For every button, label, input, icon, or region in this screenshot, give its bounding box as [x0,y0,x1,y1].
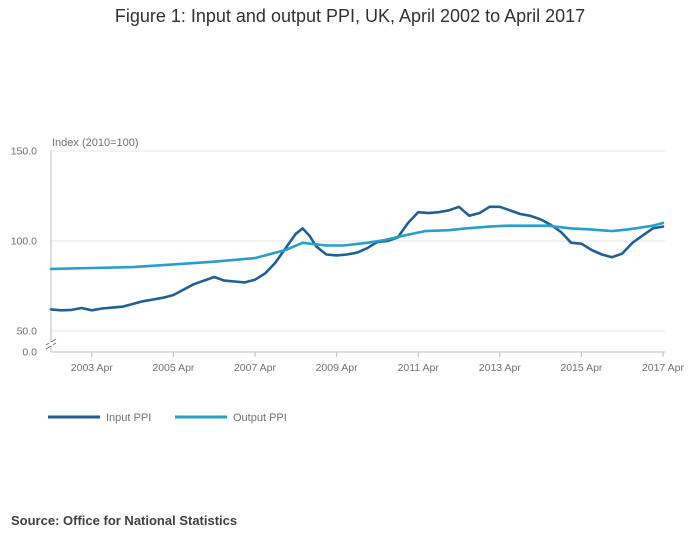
x-tick-label: 2013 Apr [479,362,522,374]
series-line-input-ppi [49,205,665,312]
y-tick-labels: 0.0 50.0 100.0 150.0 [11,146,37,359]
chart-title: Figure 1: Input and output PPI, UK, Apri… [114,6,586,26]
gridlines [51,150,665,332]
x-tick-label: 2009 Apr [316,362,359,374]
legend: Input PPI Output PPI [48,412,287,424]
series-lines [49,205,665,312]
y-axis-label: Index (2010=100) [52,137,139,149]
x-tick-label: 2003 Apr [71,362,114,374]
legend-label: Input PPI [106,412,151,424]
x-tick-labels: 2003 Apr 2005 Apr 2007 Apr 2009 Apr 2011 Apr… [71,362,685,374]
x-tick-label: 2017 Apr [642,362,685,374]
x-tick-label: 2007 Apr [234,362,277,374]
y-tick-label: 0.0 [22,347,37,359]
x-tick-label: 2015 Apr [560,362,603,374]
y-tick-label: 150.0 [11,146,37,158]
series-line-output-ppi [49,221,665,271]
axes [45,151,665,357]
y-tick-label: 50.0 [17,326,38,338]
y-tick-label: 100.0 [11,236,37,248]
x-tick-label: 2011 Apr [398,362,440,374]
source-note: Source: Office for National Statistics [11,513,237,528]
source-label: Source: [11,513,60,528]
source-text: Office for National Statistics [63,513,238,528]
y-axis-break-gap [49,342,53,346]
x-tick-label: 2005 Apr [152,362,195,374]
legend-label: Output PPI [233,412,287,424]
